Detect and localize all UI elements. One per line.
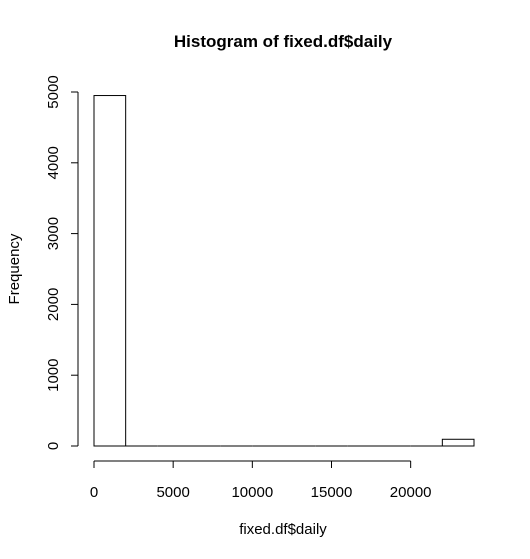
- x-tick-label: 0: [90, 484, 98, 501]
- y-tick-label: 4000: [45, 146, 62, 179]
- x-tick-label: 10000: [231, 484, 273, 501]
- x-tick-label: 5000: [156, 484, 189, 501]
- y-tick-label: 5000: [45, 75, 62, 108]
- y-tick-label: 2000: [45, 288, 62, 321]
- y-tick-label: 0: [45, 442, 62, 450]
- histogram-bar-11: [441, 438, 475, 447]
- chart-title: Histogram of fixed.df$daily: [174, 32, 393, 51]
- x-tick-label: 20000: [390, 484, 432, 501]
- histogram-bar-0: [93, 95, 127, 447]
- y-axis: 0 1000 2000 3000 4000 5000: [45, 75, 79, 450]
- y-tick-label: 3000: [45, 217, 62, 250]
- x-tick-label: 15000: [311, 484, 353, 501]
- y-tick-label: 1000: [45, 359, 62, 392]
- bars-group: [93, 95, 475, 447]
- y-axis-label: Frequency: [6, 233, 23, 304]
- x-axis: 0 5000 10000 15000 20000: [90, 460, 432, 501]
- x-axis-label: fixed.df$daily: [239, 521, 327, 538]
